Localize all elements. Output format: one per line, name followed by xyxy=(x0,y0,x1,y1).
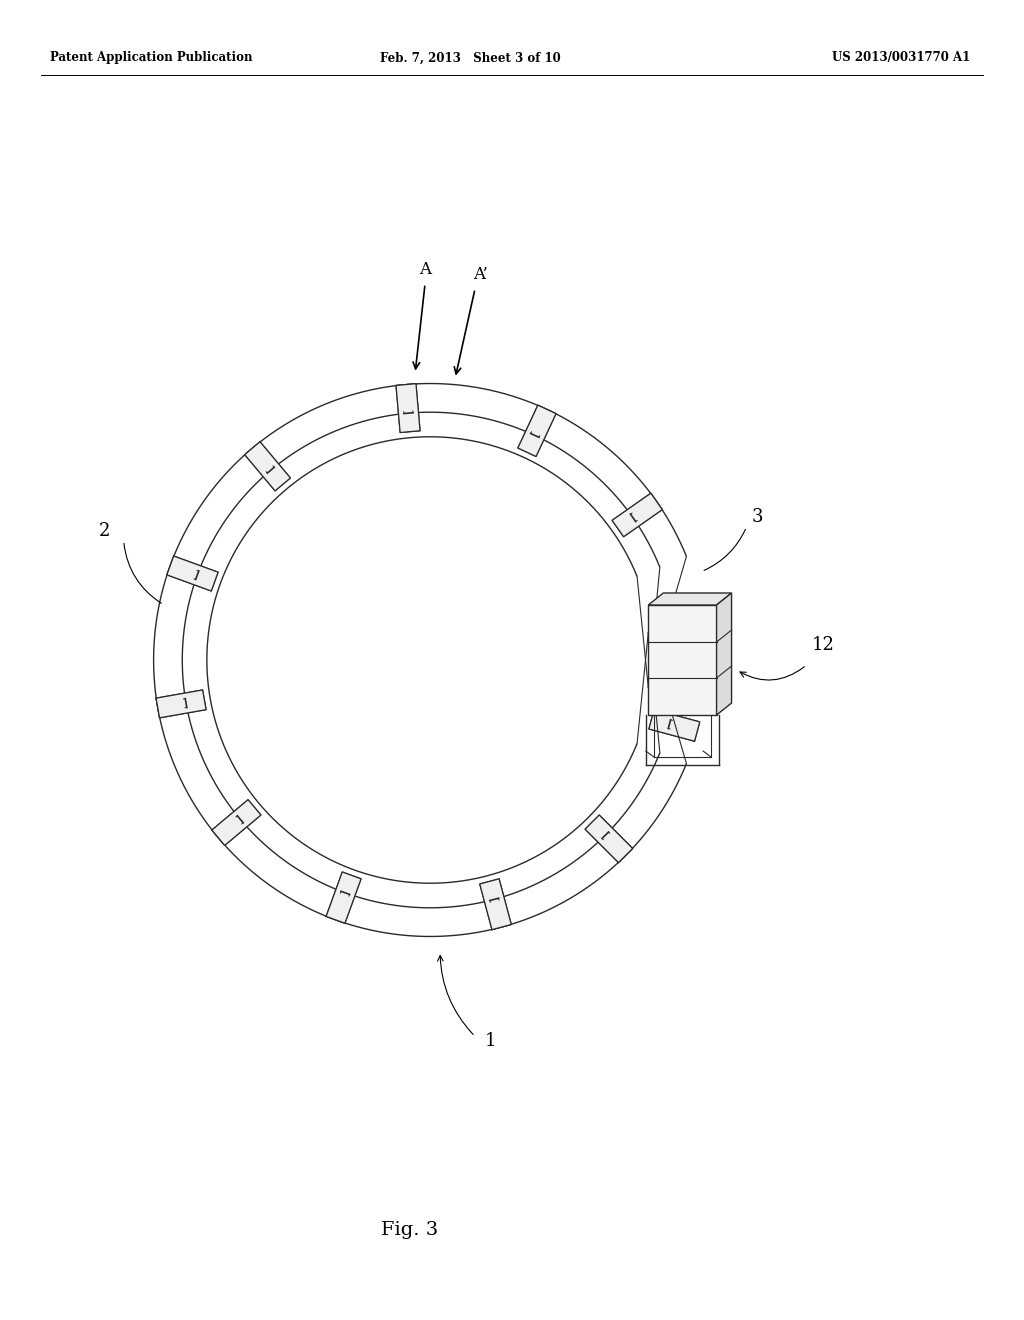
Polygon shape xyxy=(648,605,717,715)
Polygon shape xyxy=(585,814,633,862)
Polygon shape xyxy=(518,405,556,457)
Polygon shape xyxy=(212,800,261,845)
Polygon shape xyxy=(245,442,291,491)
Text: 1: 1 xyxy=(485,1032,497,1051)
Text: Fig. 3: Fig. 3 xyxy=(382,1221,438,1239)
Text: 2: 2 xyxy=(98,521,110,540)
Text: Patent Application Publication: Patent Application Publication xyxy=(50,51,253,65)
Text: US 2013/0031770 A1: US 2013/0031770 A1 xyxy=(831,51,970,65)
Polygon shape xyxy=(717,593,731,715)
Polygon shape xyxy=(326,873,361,923)
Text: A: A xyxy=(419,260,431,277)
Polygon shape xyxy=(612,494,663,537)
Text: 12: 12 xyxy=(812,636,835,653)
Polygon shape xyxy=(396,384,420,433)
Text: Feb. 7, 2013   Sheet 3 of 10: Feb. 7, 2013 Sheet 3 of 10 xyxy=(380,51,561,65)
Text: 3: 3 xyxy=(752,508,763,525)
Polygon shape xyxy=(480,879,511,929)
Text: A’: A’ xyxy=(473,265,487,282)
Polygon shape xyxy=(156,690,206,718)
Polygon shape xyxy=(167,556,218,591)
Polygon shape xyxy=(648,593,731,605)
Polygon shape xyxy=(649,710,699,742)
